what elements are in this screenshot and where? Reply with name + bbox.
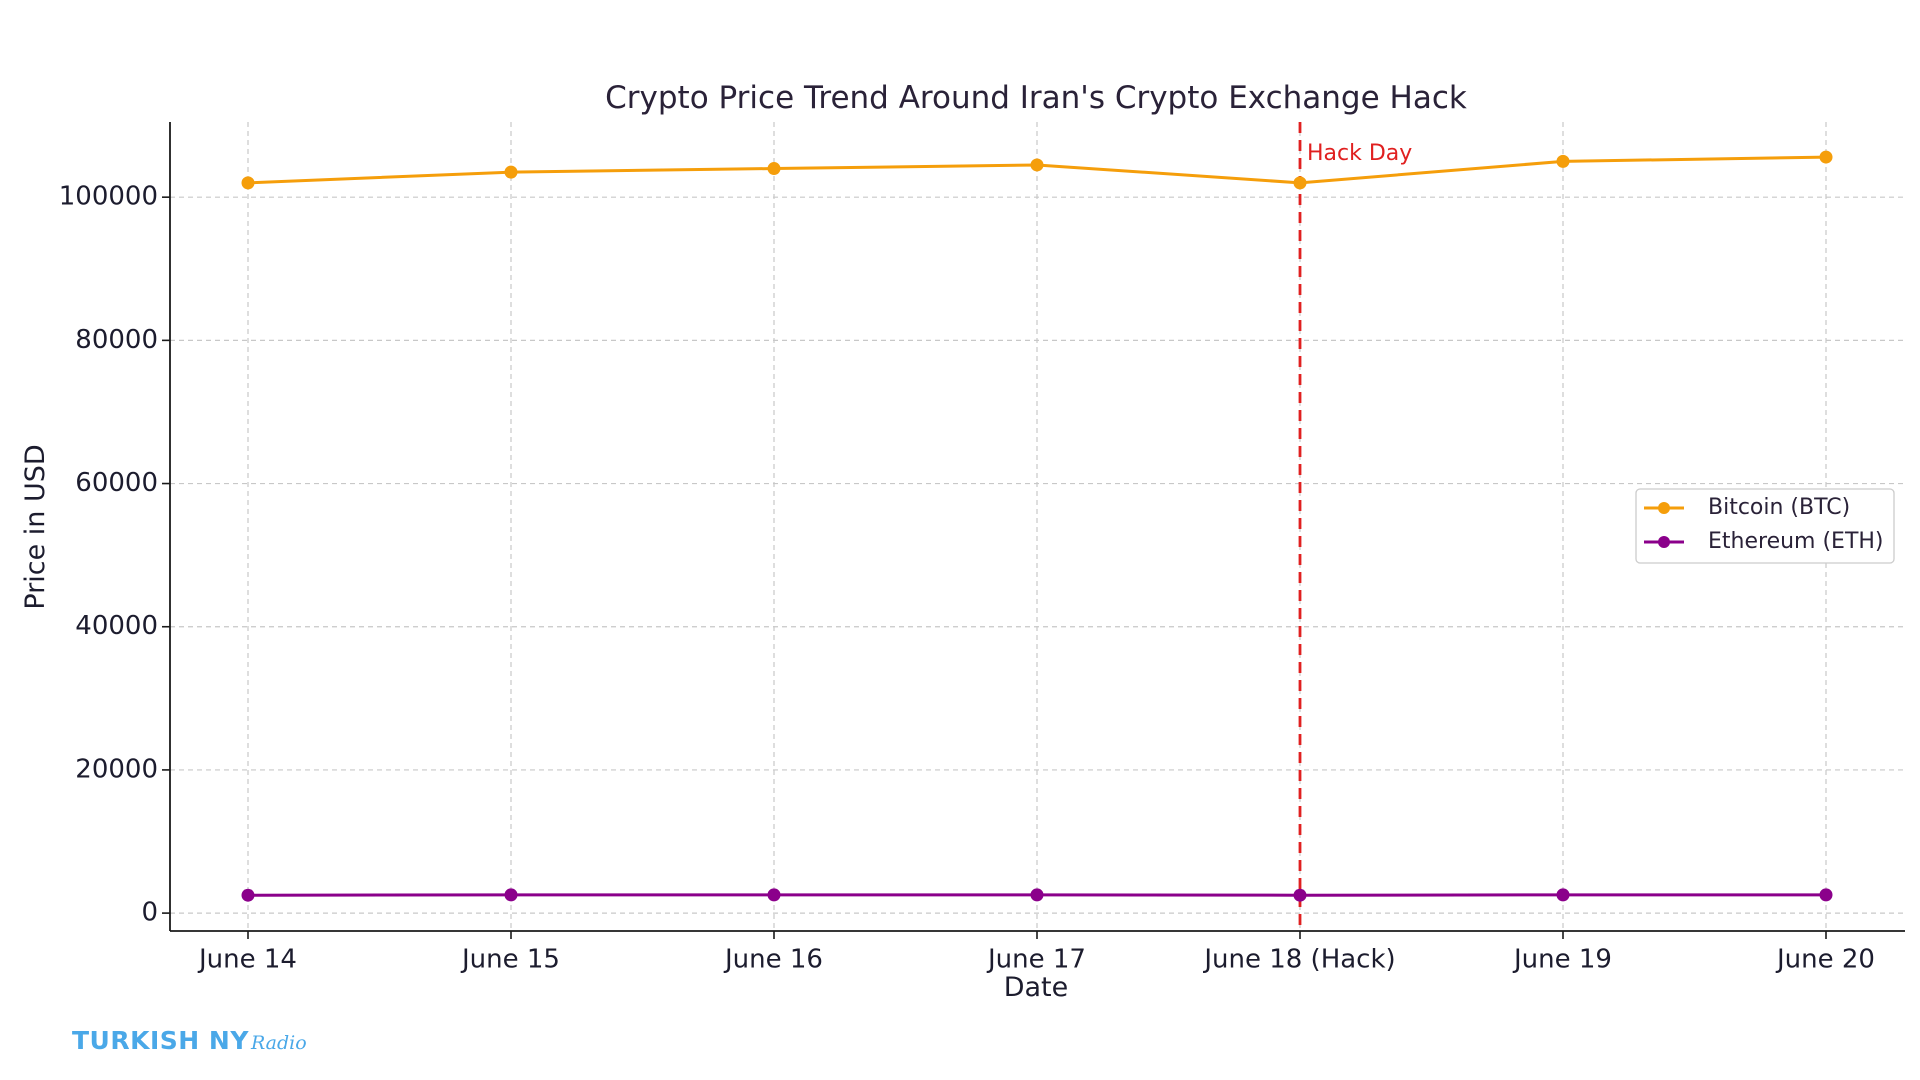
- data-point: [1293, 176, 1307, 190]
- legend: Bitcoin (BTC) Ethereum (ETH): [1635, 488, 1895, 564]
- data-point: [1030, 158, 1044, 172]
- series-lines: [241, 150, 1833, 902]
- y-tick-label: 80000: [75, 325, 158, 355]
- data-point: [767, 888, 781, 902]
- grid: [170, 122, 1905, 931]
- x-tick-label: June 20: [1775, 945, 1875, 975]
- y-tick-label: 20000: [75, 754, 158, 784]
- data-point: [504, 165, 518, 179]
- legend-label: Bitcoin (BTC): [1708, 495, 1850, 520]
- data-point: [504, 888, 518, 902]
- x-tick-label: June 19: [1512, 945, 1612, 975]
- legend-label: Ethereum (ETH): [1708, 529, 1884, 554]
- y-tick-label: 0: [141, 898, 158, 928]
- data-point: [1030, 888, 1044, 902]
- data-point: [241, 888, 255, 902]
- legend-swatch-marker: [1658, 502, 1670, 514]
- x-tick-label: June 17: [986, 945, 1086, 975]
- y-tick-label: 60000: [75, 468, 158, 498]
- watermark-script-text: Radio: [250, 1032, 307, 1054]
- x-axis-title: Date: [1004, 972, 1069, 1003]
- legend-swatch-marker: [1658, 536, 1670, 548]
- watermark-logo: TURKISH NY Radio: [72, 1026, 307, 1055]
- hack-day-label: Hack Day: [1307, 141, 1412, 166]
- legend-box: [1635, 488, 1895, 564]
- x-tick-label: June 14: [197, 945, 297, 975]
- axis-ticks: June 14 June 15 June 16 June 17 June 18 (Hac…: [59, 182, 1875, 975]
- y-axis-title: Price in USD: [20, 444, 51, 609]
- data-point: [241, 176, 255, 190]
- data-point: [1556, 154, 1570, 168]
- data-point: [767, 162, 781, 176]
- data-point: [1556, 888, 1570, 902]
- y-tick-label: 40000: [75, 611, 158, 641]
- chart-title: Crypto Price Trend Around Iran's Crypto …: [605, 80, 1467, 116]
- data-point: [1293, 888, 1307, 902]
- annotations: Hack Day: [1298, 122, 1412, 931]
- watermark-main-text: TURKISH NY: [72, 1026, 249, 1055]
- x-tick-label: June 16: [723, 945, 823, 975]
- data-point: [1819, 150, 1833, 164]
- x-tick-label: June 15: [460, 945, 560, 975]
- x-tick-label: June 18 (Hack): [1202, 945, 1395, 975]
- data-point: [1819, 888, 1833, 902]
- y-tick-label: 100000: [59, 182, 158, 212]
